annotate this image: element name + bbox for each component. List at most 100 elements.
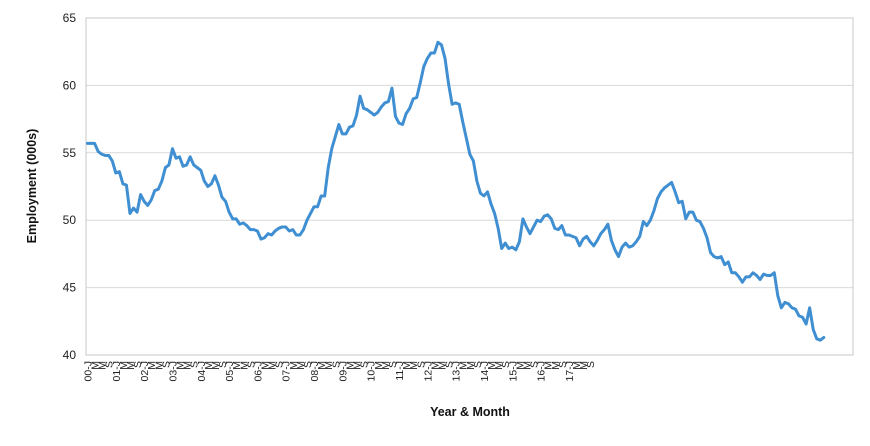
x-tick-label: M [429, 361, 441, 370]
x-tick-label: S [415, 361, 427, 368]
x-tick-label: 11-J [394, 361, 406, 381]
data-point [546, 213, 549, 217]
x-tick-label: 06-J [252, 361, 264, 381]
x-tick-label: 13-J [451, 361, 463, 381]
data-point [96, 150, 100, 153]
data-point [164, 166, 167, 169]
x-tick-label: M [543, 361, 555, 370]
x-tick-label: M [316, 361, 328, 370]
data-point [776, 294, 779, 297]
x-tick-label: 14-J [479, 361, 491, 381]
data-point [358, 94, 362, 98]
data-point [649, 219, 652, 222]
x-tick-label: M [458, 361, 470, 370]
data-point [819, 338, 822, 342]
x-tick-label: M [380, 361, 392, 370]
data-point [344, 132, 348, 136]
data-point [489, 202, 493, 206]
x-tick-label: 15-J [507, 361, 519, 381]
x-tick-label: M [267, 361, 279, 370]
data-point [263, 236, 266, 239]
x-tick-label: 07-J [281, 361, 293, 381]
data-point [698, 220, 702, 223]
x-axis-title: Year & Month [430, 405, 510, 419]
data-point [539, 220, 542, 223]
data-point [557, 228, 560, 231]
data-point [458, 103, 461, 106]
data-point [447, 82, 450, 86]
data-point [305, 219, 309, 222]
x-axis-ticks: 00-JMMS01-JMMS02-JMMS03-JMMS04-JMMS05-JM… [83, 361, 598, 381]
data-point [677, 201, 680, 204]
x-tick-label: M [323, 361, 335, 370]
data-point [511, 245, 514, 249]
data-point [482, 194, 486, 198]
x-tick-label: M [146, 361, 158, 370]
data-point [645, 224, 649, 227]
data-point [681, 200, 684, 203]
data-point [415, 96, 418, 99]
x-tick-label: S [472, 361, 484, 368]
data-point [316, 205, 319, 208]
data-point [422, 65, 425, 68]
x-tick-label: S [529, 361, 541, 368]
x-tick-label: S [245, 361, 257, 368]
data-point [673, 190, 677, 194]
data-point [787, 302, 790, 305]
data-point [518, 240, 521, 243]
x-tick-label: M [408, 361, 420, 370]
x-tick-label: M [210, 361, 222, 370]
data-point [688, 210, 691, 214]
data-point [401, 123, 404, 126]
data-point [125, 183, 128, 187]
data-point [610, 239, 613, 242]
data-point [196, 166, 199, 169]
data-point [390, 86, 394, 90]
data-point [514, 248, 518, 252]
data-point [157, 188, 160, 191]
data-point [659, 190, 663, 194]
data-point [104, 154, 107, 157]
data-point [500, 247, 503, 250]
x-tick-label: 02-J [139, 361, 151, 381]
grid-lines [86, 84, 853, 289]
data-point [574, 236, 578, 239]
y-tick-label: 65 [63, 11, 77, 25]
x-tick-label: M [97, 361, 109, 370]
data-point [719, 255, 723, 258]
data-point [266, 232, 270, 235]
data-point [327, 166, 330, 169]
x-tick-label: M [182, 361, 194, 370]
data-point [256, 229, 259, 233]
data-point [224, 200, 227, 203]
data-point [146, 204, 149, 207]
data-point [309, 212, 312, 215]
data-point [479, 192, 482, 195]
x-tick-label: S [189, 361, 201, 368]
data-point [472, 159, 475, 163]
x-tick-label: M [153, 361, 165, 370]
data-point [178, 155, 181, 159]
data-point [383, 101, 387, 105]
data-point [790, 306, 794, 310]
data-point [783, 301, 787, 304]
data-point [521, 217, 525, 221]
data-point [695, 219, 698, 222]
data-point [281, 225, 284, 229]
data-point [128, 212, 132, 215]
data-point [737, 275, 741, 279]
data-point [599, 232, 602, 235]
data-point [691, 210, 695, 214]
data-point [394, 115, 397, 118]
x-tick-label: S [387, 361, 399, 368]
x-tick-label: 00-J [83, 361, 95, 381]
y-tick-label: 55 [63, 146, 77, 160]
data-point [284, 225, 287, 229]
data-point [135, 210, 139, 214]
data-point [210, 182, 213, 185]
x-tick-label: 05-J [224, 361, 236, 381]
x-tick-label: S [585, 361, 597, 368]
data-point [273, 229, 277, 233]
data-point [465, 136, 468, 140]
data-point [298, 233, 302, 237]
